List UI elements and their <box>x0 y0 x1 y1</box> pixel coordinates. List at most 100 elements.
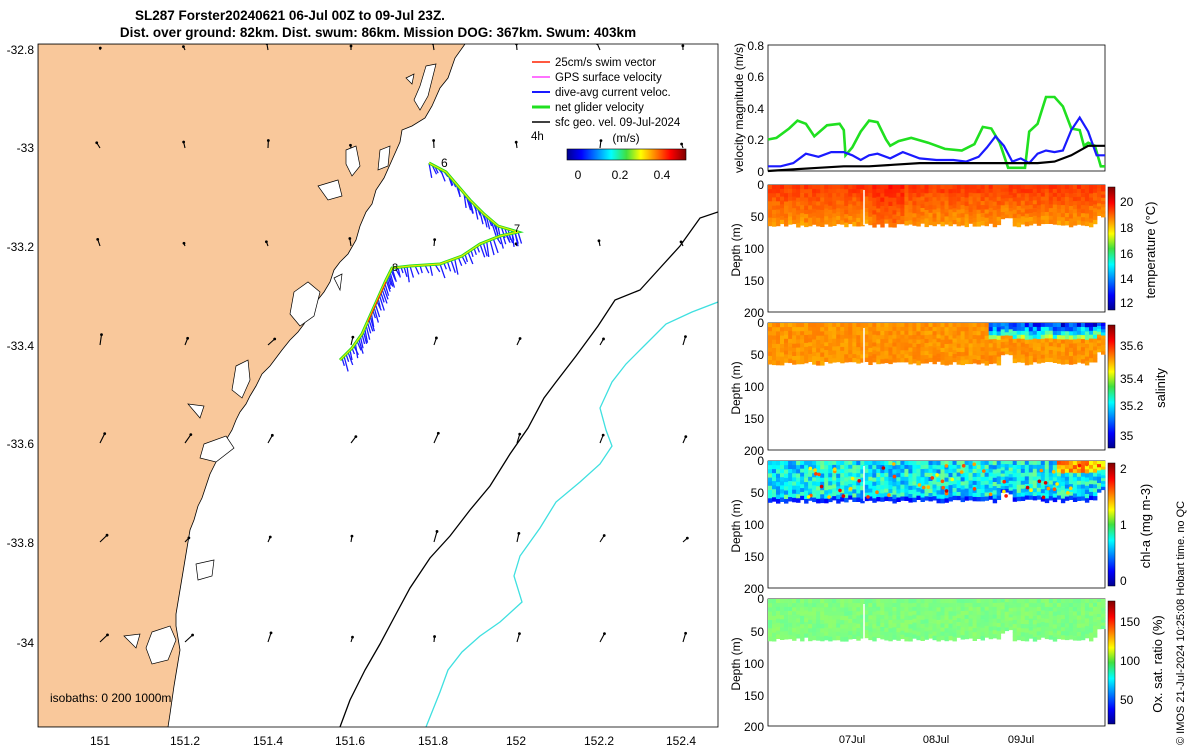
section-cell <box>788 622 793 628</box>
section-cell <box>1076 338 1082 343</box>
section-cell <box>884 480 889 486</box>
chl-point <box>935 473 939 477</box>
section-cell <box>1020 599 1026 604</box>
section-cell <box>944 188 949 194</box>
section-cell <box>936 473 941 479</box>
section-cell <box>880 189 885 194</box>
section-cell <box>860 326 865 332</box>
section-cell <box>1008 474 1014 478</box>
section-cell <box>908 216 913 221</box>
sfc-arrow-head <box>349 143 352 147</box>
section-cell <box>1032 200 1038 205</box>
section-cell <box>980 461 985 466</box>
section-cell <box>1101 622 1106 627</box>
section-cell <box>960 473 965 478</box>
section-cell <box>904 599 909 604</box>
section-cell <box>1008 602 1014 606</box>
section-cell <box>1048 204 1054 209</box>
section-cell <box>1056 484 1062 489</box>
section-cell <box>880 485 885 490</box>
section-cell <box>816 498 821 504</box>
section-cell <box>1056 323 1062 328</box>
section-cell <box>908 208 913 213</box>
section-cell <box>868 339 873 345</box>
section-cell <box>964 603 969 608</box>
section-cell <box>932 347 937 352</box>
section-cell <box>1068 627 1074 632</box>
section-cell <box>980 607 985 612</box>
section-cell <box>796 465 801 470</box>
section-cell <box>972 201 977 206</box>
section-cell <box>816 217 821 223</box>
section-cell <box>936 349 941 355</box>
section-cell <box>824 220 829 225</box>
section-cell <box>1004 621 1010 625</box>
sfc-arrow-head <box>354 435 358 439</box>
section-cell <box>940 607 945 612</box>
current-vector <box>406 266 410 283</box>
section-cell <box>1032 628 1038 634</box>
section-cell <box>1076 488 1082 494</box>
section-cell <box>1008 467 1014 472</box>
section-cell <box>1036 627 1042 632</box>
section-cell <box>896 346 901 351</box>
section-cell <box>1084 221 1090 227</box>
section-cell <box>1101 191 1106 195</box>
section-cell <box>932 476 937 481</box>
section-cell <box>888 201 893 207</box>
section-cell <box>964 210 969 215</box>
section-cell <box>840 624 845 629</box>
section-cell <box>940 201 945 206</box>
section-cell <box>788 192 793 198</box>
section-cell <box>948 481 953 486</box>
section-cell <box>844 637 849 642</box>
section-cell <box>1028 461 1034 466</box>
section-cell <box>1024 217 1030 223</box>
section-cell <box>852 323 857 328</box>
section-cell <box>784 193 789 198</box>
section-cell <box>836 619 841 624</box>
section-cell <box>1056 626 1062 632</box>
section-colorbar <box>1107 462 1116 587</box>
section-cell <box>952 208 957 213</box>
section-cell <box>1084 481 1090 487</box>
section-cell <box>824 204 829 209</box>
section-cell <box>880 469 885 474</box>
section-cell <box>876 200 881 205</box>
section-cell <box>952 212 957 217</box>
section-cell <box>772 201 777 207</box>
section-cell <box>1044 342 1050 347</box>
section-cell <box>1076 212 1082 217</box>
section-cell <box>768 624 773 629</box>
section-cell <box>940 498 945 504</box>
section-cell <box>772 615 777 621</box>
section-cell <box>1101 483 1106 488</box>
section-cell <box>972 611 977 617</box>
section-cell <box>792 343 797 349</box>
sfc-arrow <box>599 633 605 643</box>
section-cell <box>1084 356 1090 362</box>
section-cell <box>844 323 849 328</box>
section-cell <box>1000 212 1006 216</box>
section-cell <box>868 599 873 604</box>
section-cell <box>936 477 941 483</box>
section-cell <box>868 603 873 608</box>
section-cell <box>800 221 805 226</box>
section-cell <box>888 461 893 466</box>
section-cell <box>1004 207 1010 212</box>
section-cell <box>896 628 901 633</box>
section-cell <box>896 358 901 363</box>
section-cell <box>1068 603 1074 608</box>
section-cell <box>936 461 941 466</box>
section-cell <box>880 481 885 486</box>
section-cell <box>1036 197 1042 202</box>
section-cell <box>1084 197 1090 202</box>
section-cell <box>960 485 965 490</box>
section-cell <box>1101 613 1106 618</box>
section-cell <box>992 606 998 612</box>
section-cell <box>880 461 885 466</box>
section-cell <box>1020 185 1026 190</box>
section-cell <box>988 495 994 500</box>
section-cell <box>1048 603 1054 608</box>
section-cell <box>1024 339 1030 345</box>
